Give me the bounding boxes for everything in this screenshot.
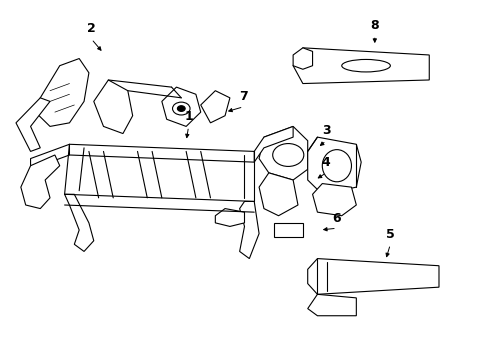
Text: 6: 6 <box>332 212 341 225</box>
Circle shape <box>177 106 185 111</box>
Polygon shape <box>292 48 312 69</box>
Polygon shape <box>35 59 89 126</box>
Text: 7: 7 <box>239 90 247 103</box>
Polygon shape <box>215 208 244 226</box>
Polygon shape <box>201 91 229 123</box>
Text: 3: 3 <box>321 124 330 137</box>
Polygon shape <box>64 194 94 251</box>
Polygon shape <box>273 223 302 237</box>
Polygon shape <box>16 98 50 152</box>
Text: 8: 8 <box>370 19 378 32</box>
Ellipse shape <box>341 59 389 72</box>
Ellipse shape <box>322 150 351 182</box>
Polygon shape <box>254 126 292 162</box>
Text: 1: 1 <box>184 110 193 123</box>
Polygon shape <box>312 184 356 216</box>
Polygon shape <box>21 155 60 208</box>
Polygon shape <box>30 144 69 169</box>
Text: 5: 5 <box>385 228 394 241</box>
Polygon shape <box>259 126 307 180</box>
Text: 2: 2 <box>87 22 96 35</box>
Polygon shape <box>307 294 356 316</box>
Polygon shape <box>307 258 438 294</box>
Polygon shape <box>292 48 428 84</box>
Polygon shape <box>307 137 361 194</box>
Polygon shape <box>94 80 132 134</box>
Polygon shape <box>259 173 297 216</box>
Polygon shape <box>162 87 201 126</box>
Polygon shape <box>239 202 259 258</box>
Text: 4: 4 <box>321 156 330 169</box>
